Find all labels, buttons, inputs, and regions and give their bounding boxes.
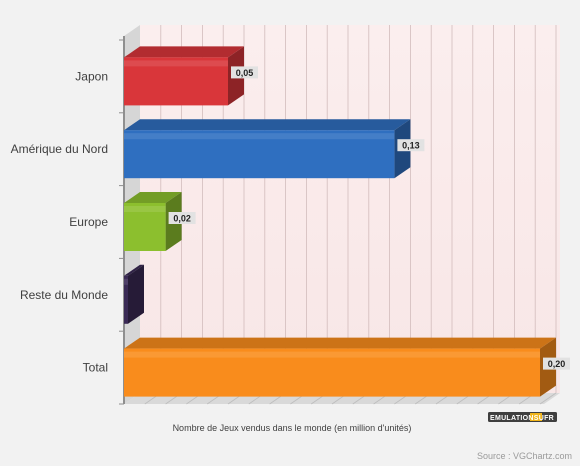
bar-highlight	[124, 60, 228, 67]
value-label: 0,05	[231, 66, 258, 79]
value-label-text: 0,13	[402, 141, 420, 151]
value-label: 0,02	[168, 212, 196, 224]
value-label-box	[543, 357, 570, 370]
bar-3	[124, 192, 182, 251]
value-label-text: 0,20	[548, 359, 566, 369]
bar-1	[124, 46, 244, 106]
value-label-text: 0,05	[236, 68, 254, 78]
bar-4	[124, 264, 144, 324]
value-label: 0,20	[543, 357, 570, 370]
value-label-text: 0,02	[173, 214, 191, 224]
category-label: Europe	[69, 215, 108, 229]
value-label-box	[231, 66, 258, 79]
category-axis-labels: Japon Amérique du Nord Europe Reste du Mond…	[11, 69, 109, 374]
category-label: Total	[83, 361, 108, 375]
bar-highlight	[124, 133, 395, 140]
category-label: Reste du Monde	[20, 288, 108, 302]
bar-top-face	[124, 192, 182, 203]
floor-grid-line	[539, 392, 557, 405]
value-label-box	[397, 139, 425, 152]
category-label: Amérique du Nord	[11, 142, 108, 156]
bar-front-face	[124, 275, 128, 324]
bar-top-face	[124, 119, 411, 131]
bar-2	[124, 119, 411, 179]
bar-top-face	[124, 46, 244, 58]
value-label: 0,13	[397, 139, 425, 152]
logo: EMULATIONSUFR	[488, 412, 557, 422]
bar-top-face	[124, 337, 556, 349]
bar-highlight	[124, 351, 540, 358]
source-text: Source : VGChartz.com	[477, 451, 572, 461]
bar-series	[124, 46, 556, 397]
bar-top-face	[124, 264, 144, 276]
bar-highlight	[124, 206, 166, 212]
logo-text: EMULATIONSUFR	[490, 415, 554, 422]
value-labels: 0,05 0,13 0,02 0,20	[168, 66, 570, 370]
bar-highlight	[124, 278, 128, 285]
x-axis-title: Nombre de Jeux vendus dans le monde (en …	[173, 423, 412, 433]
bar-side-face	[128, 264, 144, 324]
bar-5	[124, 337, 556, 397]
value-label-box	[168, 212, 196, 224]
category-label: Japon	[75, 69, 108, 83]
